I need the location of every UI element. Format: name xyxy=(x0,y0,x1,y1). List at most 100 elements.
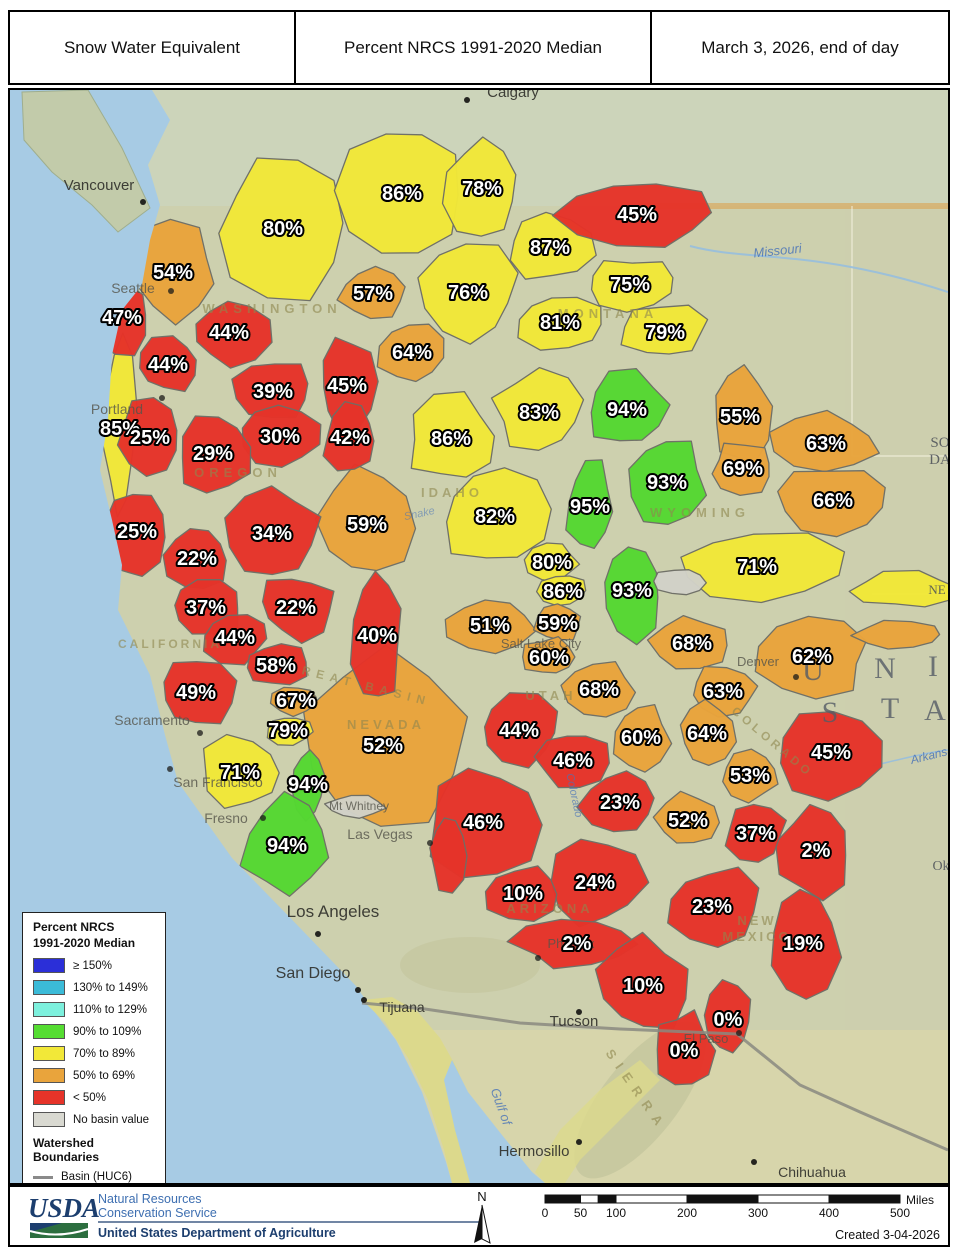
legend-color-chip xyxy=(33,1024,65,1040)
city-dot xyxy=(751,1159,757,1165)
state-label: OREGON xyxy=(194,465,282,480)
basin-percent-label: 79% xyxy=(645,322,685,344)
city-dot xyxy=(260,815,266,821)
basin-percent-label: 86% xyxy=(431,428,471,450)
city-dot xyxy=(576,1139,582,1145)
legend-item-label: No basin value xyxy=(73,1113,150,1126)
basin-percent-label: 54% xyxy=(153,262,193,284)
basin-percent-label: 80% xyxy=(532,552,572,574)
basin-polygon xyxy=(667,866,760,949)
basin-polygon xyxy=(116,396,178,478)
city-dot xyxy=(361,997,367,1003)
basin-polygon xyxy=(376,323,445,383)
basin-percent-label: 46% xyxy=(553,750,593,772)
basin-percent-label: 59% xyxy=(538,613,578,635)
country-letter: I xyxy=(928,650,938,683)
state-edge-label: NE xyxy=(928,582,945,597)
scale-tick-label: 500 xyxy=(890,1206,910,1220)
city-label: Los Angeles xyxy=(287,902,380,921)
legend-color-chip xyxy=(33,1046,65,1062)
legend-color-chip xyxy=(33,1112,65,1128)
basin-polygon xyxy=(445,467,552,559)
state-label: WYOMING xyxy=(650,505,750,520)
created-date: Created 3-04-2026 xyxy=(835,1228,940,1242)
basin-polygon xyxy=(484,865,558,923)
basin-polygon xyxy=(444,599,537,655)
city-dot xyxy=(535,955,541,961)
city-label: Fresno xyxy=(204,810,248,826)
legend-title: Percent NRCS 1991-2020 Median xyxy=(33,920,136,950)
agency-name-line2: Conservation Service xyxy=(98,1206,217,1220)
basin-polygon xyxy=(711,442,770,497)
legend-item-label: ≥ 150% xyxy=(73,959,112,972)
gulf-of-california xyxy=(444,1060,545,1183)
city-dot xyxy=(168,288,174,294)
basin-percent-label: 57% xyxy=(353,283,393,305)
basin-percent-label: 76% xyxy=(448,282,488,304)
city-dot xyxy=(197,730,203,736)
basin-polygon xyxy=(323,794,387,819)
legend-color-chip xyxy=(33,980,65,996)
basin-percent-label: 44% xyxy=(148,354,188,376)
city-label: Portland xyxy=(91,401,143,417)
basin-polygon xyxy=(195,300,273,369)
usda-logo-swoosh xyxy=(29,1228,89,1236)
legend-color-chip xyxy=(33,958,65,974)
basin-polygon xyxy=(139,335,197,393)
state-label: CALIFORNIA xyxy=(118,637,222,651)
basin-percent-label: 25% xyxy=(130,427,170,449)
city-dot xyxy=(140,199,146,205)
legend-item: 70% to 89% xyxy=(33,1046,161,1062)
basin-percent-label: 79% xyxy=(268,720,308,742)
basin-percent-label: 45% xyxy=(617,204,657,226)
agency-name-line1: Natural Resources xyxy=(98,1192,202,1206)
city-label: Tijuana xyxy=(379,999,425,1015)
state-edge-label: SO xyxy=(930,435,948,451)
legend-item: 130% to 149% xyxy=(33,980,161,996)
basin-percent-label: 59% xyxy=(347,514,387,536)
state-edge-label: DA xyxy=(929,452,948,468)
basin-percent-label: 95% xyxy=(570,496,610,518)
basin-percent-label: 10% xyxy=(623,975,663,997)
basin-percent-label: 87% xyxy=(530,237,570,259)
city-label: Las Vegas xyxy=(347,826,412,842)
country-letter: U xyxy=(802,654,824,687)
legend-item: ≥ 150% xyxy=(33,958,161,974)
vancouver-island xyxy=(21,90,151,233)
scale-bar-segment xyxy=(757,1194,830,1204)
basin-percent-label: 81% xyxy=(540,312,580,334)
basin-percent-label: 44% xyxy=(215,627,255,649)
basin-percent-label: 68% xyxy=(672,633,712,655)
basin-percent-label: 44% xyxy=(209,322,249,344)
basin-polygon xyxy=(322,400,375,472)
header-title: Snow Water Equivalent xyxy=(8,10,296,85)
legend-item-label: 50% to 69% xyxy=(73,1069,136,1082)
basin-percent-label: 71% xyxy=(220,762,260,784)
basin-percent-label: 22% xyxy=(276,597,316,619)
basin-percent-label: 52% xyxy=(363,735,403,757)
scale-bar-segment xyxy=(597,1194,617,1204)
basin-percent-label: 2% xyxy=(802,840,831,862)
basin-polygon xyxy=(333,133,459,254)
legend-item-label: < 50% xyxy=(73,1091,106,1104)
basin-polygon xyxy=(779,710,883,802)
basin-polygon xyxy=(266,717,314,747)
plains-terrain xyxy=(845,206,948,1183)
basin-polygon xyxy=(777,470,886,538)
basin-polygon xyxy=(417,243,519,345)
city-dot xyxy=(159,395,165,401)
city-label: Seattle xyxy=(111,280,155,296)
basin-percent-label: 68% xyxy=(579,679,619,701)
legend-item-label: 110% to 129% xyxy=(73,1003,147,1016)
scale-tick-label: 0 xyxy=(542,1206,549,1220)
basin-percent-label: 39% xyxy=(253,381,293,403)
basin-percent-label: 80% xyxy=(263,218,303,240)
country-letter: T xyxy=(881,692,899,725)
basin-polygon xyxy=(850,619,941,650)
map-footer: USDA Natural Resources Conservation Servic… xyxy=(8,1185,950,1247)
city-label: Hermosillo xyxy=(499,1143,570,1160)
city-label: San Diego xyxy=(276,965,351,982)
country-letter: A xyxy=(924,694,946,727)
basin-percent-label: 53% xyxy=(730,765,770,787)
map-canvas: WASHINGTON OREGON IDAHO MONTANA WYOMING NEVAD… xyxy=(8,88,950,1185)
